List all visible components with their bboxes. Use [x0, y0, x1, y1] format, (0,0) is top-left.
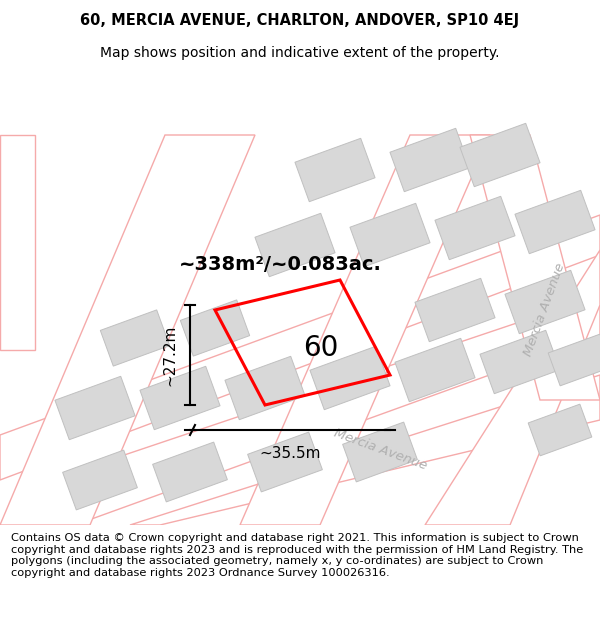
Polygon shape — [0, 215, 600, 480]
Polygon shape — [415, 278, 495, 342]
Text: ~338m²/~0.083ac.: ~338m²/~0.083ac. — [179, 256, 382, 274]
Polygon shape — [152, 442, 227, 502]
Text: Map shows position and indicative extent of the property.: Map shows position and indicative extent… — [100, 46, 500, 60]
Polygon shape — [435, 196, 515, 260]
Polygon shape — [310, 346, 390, 410]
Polygon shape — [240, 135, 490, 525]
Polygon shape — [255, 213, 335, 277]
Polygon shape — [62, 450, 137, 510]
Polygon shape — [181, 300, 250, 356]
Text: Mercia Avenue: Mercia Avenue — [522, 262, 568, 358]
Polygon shape — [343, 422, 418, 482]
Polygon shape — [0, 135, 35, 350]
Polygon shape — [55, 376, 135, 440]
Polygon shape — [100, 310, 170, 366]
Polygon shape — [390, 128, 470, 192]
Polygon shape — [295, 138, 375, 202]
Polygon shape — [470, 135, 600, 400]
Polygon shape — [460, 123, 540, 187]
Polygon shape — [0, 135, 255, 525]
Polygon shape — [140, 366, 220, 430]
Text: ~35.5m: ~35.5m — [259, 446, 321, 461]
Polygon shape — [425, 250, 600, 525]
Polygon shape — [225, 356, 305, 420]
Polygon shape — [505, 270, 585, 334]
Text: 60: 60 — [303, 334, 338, 361]
Polygon shape — [50, 295, 600, 525]
Text: ~27.2m: ~27.2m — [163, 324, 178, 386]
Polygon shape — [480, 330, 560, 394]
Polygon shape — [528, 404, 592, 456]
Text: Mercia Avenue: Mercia Avenue — [332, 427, 428, 473]
Text: 60, MERCIA AVENUE, CHARLTON, ANDOVER, SP10 4EJ: 60, MERCIA AVENUE, CHARLTON, ANDOVER, SP… — [80, 13, 520, 28]
Polygon shape — [515, 190, 595, 254]
Polygon shape — [130, 375, 600, 525]
Polygon shape — [350, 203, 430, 267]
Text: Contains OS data © Crown copyright and database right 2021. This information is : Contains OS data © Crown copyright and d… — [11, 533, 583, 578]
Polygon shape — [548, 334, 600, 386]
Polygon shape — [248, 432, 322, 492]
Polygon shape — [395, 338, 475, 402]
